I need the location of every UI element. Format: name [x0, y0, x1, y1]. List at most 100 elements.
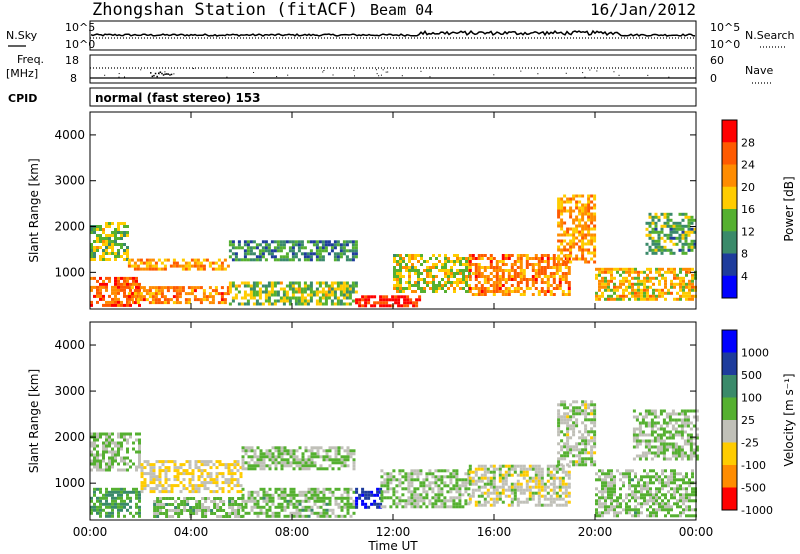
heatmap-cell: [93, 231, 96, 234]
heatmap-cell: [197, 466, 201, 470]
heatmap-cell: [686, 415, 690, 419]
heatmap-cell: [90, 258, 93, 261]
heatmap-cell: [584, 206, 588, 210]
heatmap-cell: [354, 290, 358, 294]
heatmap-cell: [688, 285, 691, 289]
heatmap-cell: [120, 499, 123, 503]
heatmap-cell: [507, 287, 511, 290]
heatmap-cell: [165, 503, 169, 506]
heatmap-cell: [671, 442, 675, 446]
heatmap-cell: [265, 493, 269, 497]
heatmap-cell: [228, 287, 232, 291]
heatmap-cell: [567, 281, 571, 284]
heatmap-cell: [93, 258, 96, 261]
heatmap-cell: [549, 284, 553, 287]
heatmap-cell: [307, 514, 311, 518]
heatmap-cell: [682, 508, 685, 512]
heatmap-cell: [262, 511, 266, 515]
heatmap-cell: [572, 421, 576, 425]
heatmap-cell: [291, 249, 295, 253]
heatmap-cell: [522, 290, 526, 293]
heatmap-cell: [216, 503, 220, 506]
heatmap-cell: [138, 432, 141, 436]
heatmap-cell: [549, 272, 553, 275]
heatmap-cell: [389, 472, 393, 476]
heatmap-cell: [102, 468, 105, 472]
heatmap-cell: [111, 487, 114, 491]
heatmap-cell: [477, 293, 481, 296]
heatmap-cell: [525, 485, 529, 489]
heatmap-cell: [575, 460, 579, 464]
heatmap-cell: [650, 427, 654, 431]
heatmap-cell: [671, 451, 675, 455]
heatmap-cell: [252, 296, 256, 300]
heatmap-cell: [325, 449, 329, 453]
heatmap-cell: [392, 490, 396, 494]
heatmap-cell: [679, 279, 682, 283]
heatmap-cell: [241, 464, 245, 468]
heatmap-cell: [492, 284, 496, 287]
heatmap-cell: [301, 514, 305, 518]
heatmap-cell: [184, 264, 188, 268]
heatmap-cell: [108, 441, 111, 445]
heatmap-cell: [569, 254, 573, 258]
heatmap-cell: [569, 260, 573, 264]
heatmap-cell: [537, 497, 541, 501]
heatmap-cell: [351, 249, 355, 253]
heatmap-cell: [218, 463, 222, 467]
heatmap-cell: [458, 490, 462, 494]
heatmap-cell: [246, 243, 250, 247]
heatmap-cell: [228, 497, 232, 500]
heatmap-cell: [661, 288, 664, 292]
heatmap-cell: [567, 266, 571, 269]
heatmap-cell: [428, 472, 432, 476]
heatmap-cell: [111, 465, 114, 469]
heatmap-cell: [183, 506, 187, 509]
heatmap-cell: [409, 298, 413, 302]
heatmap-cell: [560, 200, 564, 204]
heatmap-cell: [120, 222, 123, 225]
heatmap-cell: [325, 467, 329, 471]
heatmap-cell: [416, 472, 420, 476]
heatmap-cell: [249, 296, 253, 300]
heatmap-cell: [471, 257, 475, 260]
heatmap-cell: [216, 506, 220, 509]
heatmap-cell: [495, 287, 499, 290]
heatmap-cell: [682, 502, 685, 506]
heatmap-cell: [528, 491, 532, 495]
heatmap-cell: [156, 509, 160, 512]
heatmap-cell: [154, 298, 158, 302]
heatmap-cell: [93, 490, 96, 494]
heatmap-cell: [304, 461, 308, 465]
heatmap-cell: [495, 494, 499, 498]
heatmap-cell: [429, 272, 432, 275]
heatmap-cell: [557, 457, 561, 461]
heatmap-cell: [236, 463, 240, 467]
heatmap-cell: [670, 481, 673, 485]
heatmap-cell: [230, 475, 234, 479]
heatmap-cell: [243, 296, 247, 300]
heatmap-cell: [578, 430, 582, 434]
heatmap-cell: [552, 275, 556, 278]
heatmap-cell: [507, 503, 511, 507]
heatmap-cell: [99, 282, 102, 286]
heatmap-cell: [450, 260, 453, 263]
heatmap-cell: [188, 460, 192, 464]
heatmap-cell: [673, 478, 676, 482]
heatmap-cell: [342, 281, 346, 285]
heatmap-cell: [256, 511, 260, 515]
heatmap-cell: [637, 502, 640, 506]
heatmap-cell: [395, 496, 399, 500]
heatmap-cell: [298, 461, 302, 465]
heatmap-cell: [241, 499, 245, 503]
heatmap-cell: [546, 470, 550, 474]
heatmap-cell: [349, 514, 353, 518]
heatmap-cell: [417, 287, 420, 290]
heatmap-cell: [688, 496, 691, 500]
heatmap-cell: [489, 278, 493, 281]
heatmap-cell: [253, 505, 257, 509]
heatmap-cell: [227, 481, 231, 485]
heatmap-cell: [270, 284, 274, 288]
heatmap-cell: [431, 481, 435, 485]
heatmap-cell: [631, 490, 634, 494]
